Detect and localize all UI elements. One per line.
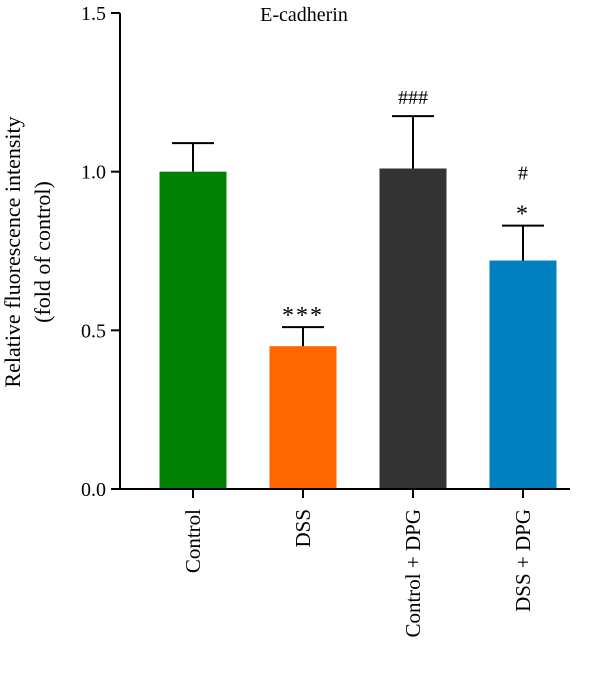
y-axis: 0.0 0.5 1.0 1.5	[81, 3, 121, 501]
chart-title: E-cadherin	[260, 4, 348, 26]
x-tick-label: DSS	[291, 509, 315, 548]
significance-mark: *	[516, 202, 530, 228]
y-tick-label: 0.0	[81, 479, 106, 501]
y-tick-label: 1.0	[81, 162, 106, 184]
x-tick-label: Control + DPG	[401, 509, 425, 638]
significance-mark: ***	[282, 303, 324, 329]
x-axis: Control DSS Control + DPG DSS + DPG	[120, 488, 570, 638]
y-axis-label-line-2: (fold of control)	[30, 181, 55, 323]
y-axis-label-line-1: Relative fluorescence intensity	[0, 116, 25, 387]
bar-dss	[269, 346, 337, 489]
significance-annotations: *** ### * #	[282, 87, 530, 329]
y-tick-label: 0.5	[81, 320, 106, 342]
bar-dss-dpg	[489, 260, 557, 489]
error-bars	[172, 115, 544, 347]
bar-control-dpg	[379, 168, 447, 489]
significance-mark: ###	[398, 87, 428, 109]
bars	[159, 168, 557, 489]
y-axis-label: Relative fluorescence intensity (fold of…	[0, 116, 55, 387]
significance-mark: #	[518, 163, 528, 185]
x-tick-label: Control	[181, 509, 205, 573]
y-tick-label: 1.5	[81, 3, 106, 25]
bar-control	[159, 171, 227, 489]
x-tick-label: DSS + DPG	[511, 509, 535, 612]
